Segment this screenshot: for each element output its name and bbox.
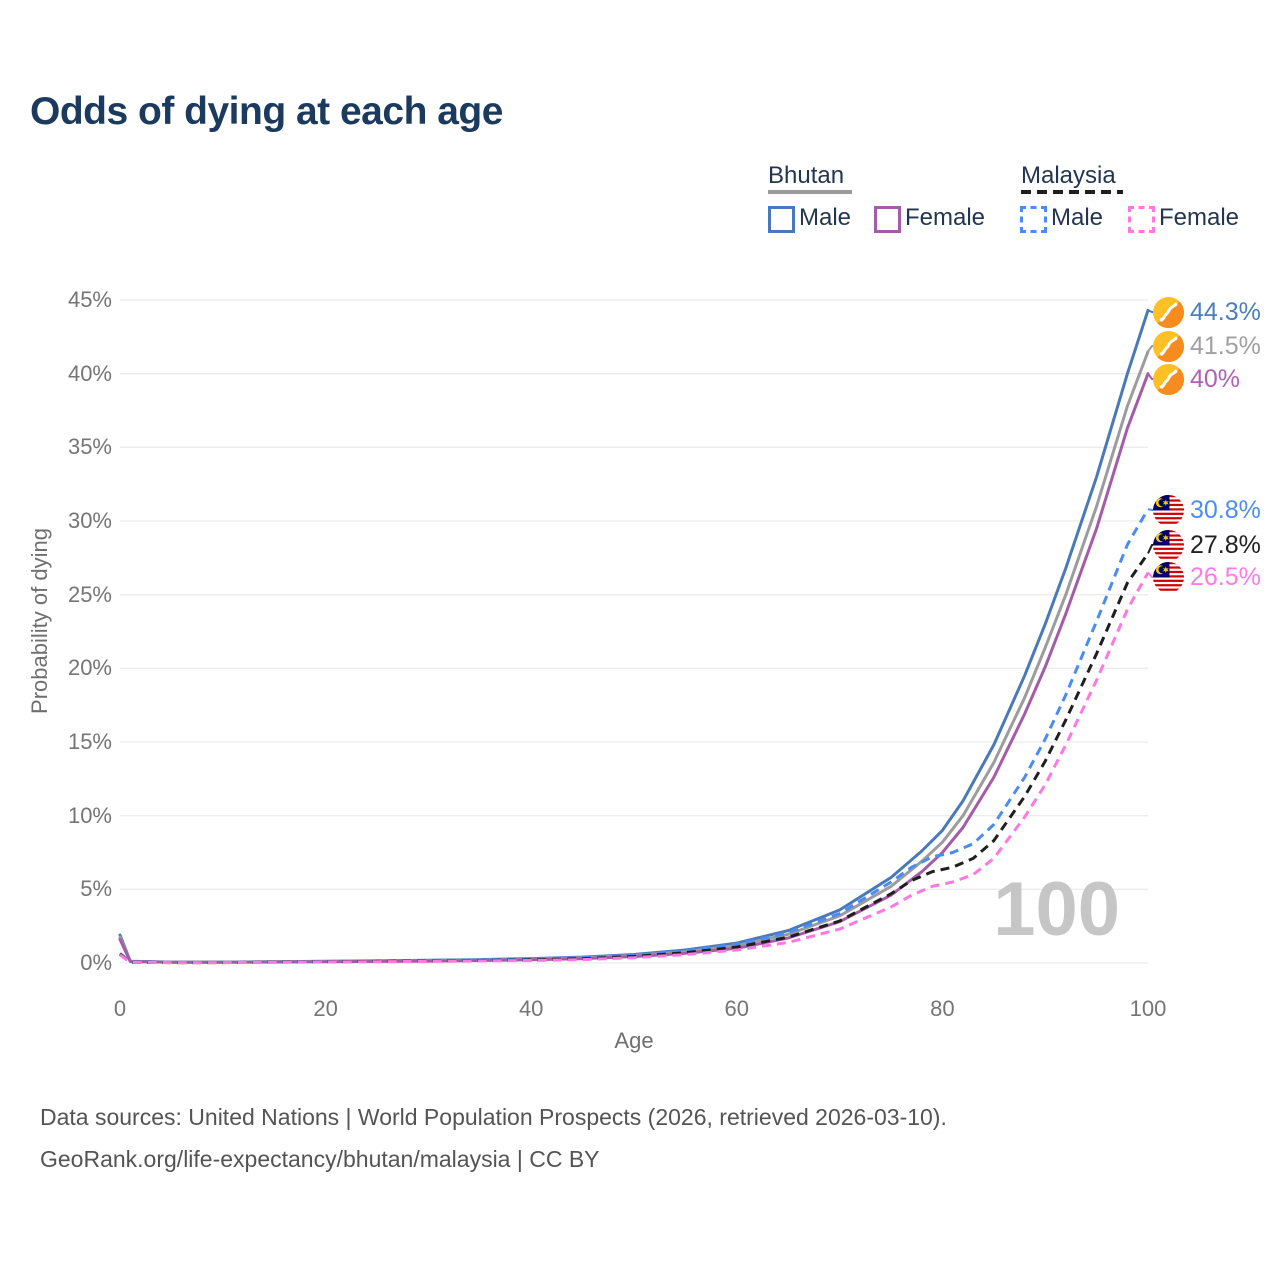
legend-group-malaysia-label: Malaysia — [1021, 162, 1116, 189]
legend-group-bhutan-label: Bhutan — [768, 162, 845, 189]
x-tick-label-100: 100 — [1129, 996, 1167, 1021]
y-axis-title: Probability of dying — [27, 528, 52, 714]
end-label-bhutan-female: 40% — [1153, 363, 1240, 395]
x-tick-label-20: 20 — [313, 996, 338, 1021]
legend-item-bhutan-male[interactable]: Male — [799, 204, 852, 231]
y-tick-label-15: 15% — [67, 729, 112, 754]
y-tick-label-5: 5% — [80, 876, 112, 902]
y-tick-label-40: 40% — [67, 360, 112, 386]
end-label-value: 27.8% — [1190, 530, 1261, 559]
page-title: Odds of dying at each age — [30, 90, 503, 133]
legend-underline-malaysia — [1021, 190, 1123, 194]
end-label-malaysia-female: 26.5% — [1153, 561, 1261, 593]
end-label-bhutan-both-sexes: 41.5% — [1153, 330, 1261, 362]
hovered-age-watermark: 100 — [993, 867, 1120, 952]
legend-underline-bhutan — [768, 190, 852, 194]
bhutan-flag-icon — [1153, 364, 1184, 395]
y-tick-label-20: 20% — [67, 655, 112, 681]
y-tick-label-0: 0% — [80, 950, 112, 975]
series-line-bhutan-male[interactable] — [118, 308, 1150, 964]
legend-swatch-bhutan-female[interactable] — [874, 206, 901, 233]
y-tick-label-25: 25% — [67, 581, 112, 607]
x-tick-label-0: 0 — [113, 996, 127, 1021]
legend-item-malaysia-male[interactable]: Male — [1051, 204, 1104, 231]
y-tick-label-35: 35% — [67, 434, 112, 460]
x-tick-label-40: 40 — [518, 996, 544, 1021]
end-label-value: 26.5% — [1190, 562, 1261, 591]
y-tick-label-30: 30% — [67, 508, 112, 533]
x-tick-label-60: 60 — [724, 996, 750, 1021]
footer-data-sources: Data sources: United Nations | World Pop… — [40, 1104, 947, 1130]
legend-swatch-malaysia-male[interactable] — [1020, 206, 1047, 233]
end-label-value: 41.5% — [1190, 331, 1261, 360]
legend-item-malaysia-female[interactable]: Female — [1159, 204, 1240, 231]
x-tick-label-80: 80 — [930, 996, 955, 1021]
y-tick-label-10: 10% — [67, 802, 112, 828]
malaysia-flag-icon — [1153, 530, 1184, 561]
end-label-bhutan-male: 44.3% — [1153, 296, 1261, 328]
end-label-malaysia-male: 30.8% — [1153, 494, 1261, 526]
end-label-value: 40% — [1190, 364, 1241, 393]
y-tick-label-45: 45% — [67, 287, 112, 312]
end-label-malaysia-both-sexes: 27.8% — [1153, 529, 1261, 561]
malaysia-flag-icon — [1153, 562, 1184, 593]
legend-swatch-malaysia-female[interactable] — [1128, 206, 1155, 233]
end-label-value: 44.3% — [1190, 297, 1261, 326]
malaysia-flag-icon — [1153, 495, 1184, 526]
end-label-value: 30.8% — [1190, 495, 1261, 524]
legend-item-bhutan-female[interactable]: Female — [905, 204, 986, 231]
legend-swatch-bhutan-male[interactable] — [768, 206, 795, 233]
series-line-malaysia-female[interactable] — [119, 571, 1150, 965]
bhutan-flag-icon — [1153, 331, 1184, 362]
x-axis-title: Age — [614, 1028, 654, 1053]
footer-attribution: GeoRank.org/life-expectancy/bhutan/malay… — [40, 1146, 600, 1172]
bhutan-flag-icon — [1153, 297, 1184, 328]
